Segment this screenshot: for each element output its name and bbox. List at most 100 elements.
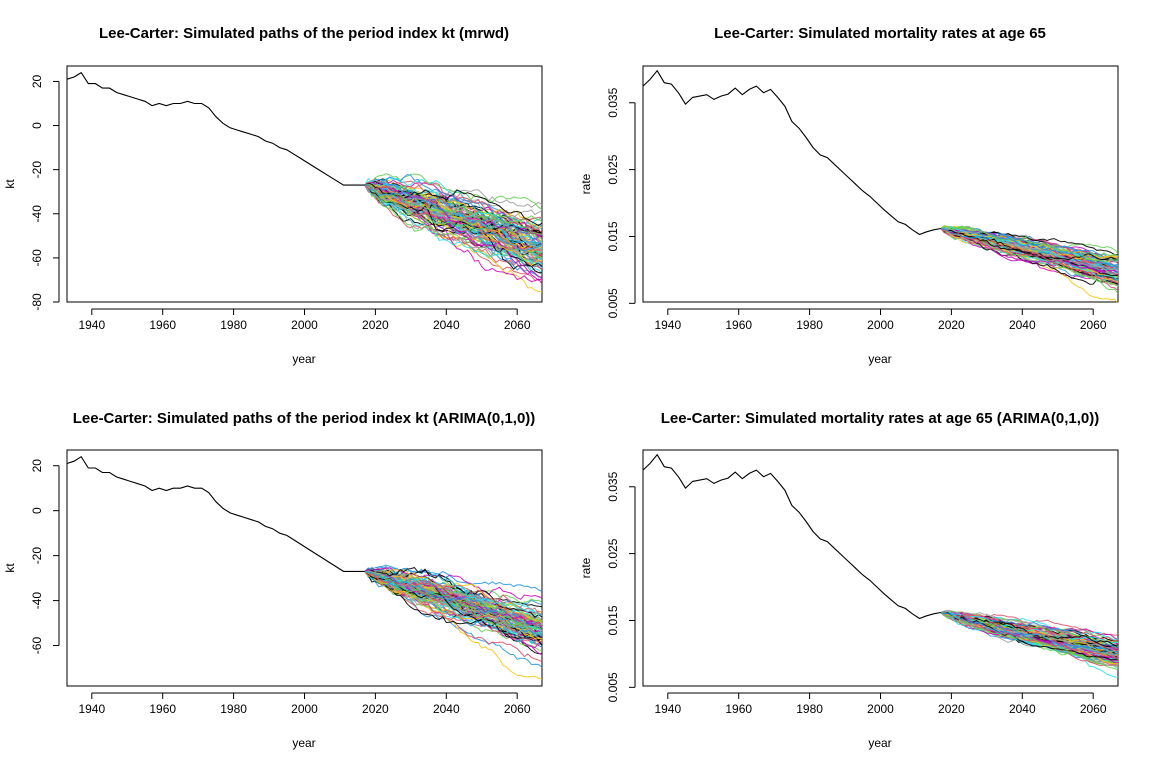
simulated-path: [940, 228, 1119, 260]
simulated-path: [364, 570, 543, 636]
panel-1-y-axis: -80 -60 -40 -20 0 20: [30, 74, 60, 311]
x-tick-label: 1960: [725, 318, 752, 332]
panel-2-title: Lee-Carter: Simulated mortality rates at…: [714, 25, 1046, 42]
y-tick-label: 0.035: [606, 471, 620, 501]
simulated-path: [364, 183, 543, 236]
panel-2-x-axis: 1940 1960 1980 2000 2020 2040 2060: [654, 308, 1107, 332]
y-tick-label: 0.025: [606, 154, 620, 184]
panel-4-title: Lee-Carter: Simulated mortality rates at…: [661, 410, 1099, 427]
simulated-path: [364, 571, 543, 642]
simulated-path: [940, 228, 1119, 268]
simulated-path: [364, 177, 543, 231]
simulated-path: [940, 228, 1119, 285]
simulated-path: [364, 571, 543, 643]
simulated-path: [364, 173, 543, 210]
y-tick-label: -20: [30, 547, 44, 565]
x-tick-label: 2040: [433, 318, 460, 332]
x-tick-label: 1960: [149, 318, 176, 332]
x-tick-label: 1960: [725, 702, 752, 716]
x-tick-label: 2020: [938, 702, 965, 716]
x-tick-label: 1940: [78, 702, 105, 716]
x-tick-label: 2060: [504, 318, 531, 332]
x-tick-label: 2020: [362, 702, 389, 716]
panel-4: Lee-Carter: Simulated mortality rates at…: [579, 410, 1119, 750]
panel-3-x-axis: 1940 1960 1980 2000 2020 2040 2060: [78, 692, 531, 716]
simulated-path: [364, 564, 543, 612]
x-tick-label: 2020: [362, 318, 389, 332]
x-tick-label: 1980: [220, 702, 247, 716]
panel-1-plot-box: [66, 65, 543, 303]
panel-4-y-label: rate: [579, 557, 593, 578]
x-tick-label: 2040: [1009, 702, 1036, 716]
panel-2-historical-line: [642, 69, 941, 236]
panel-2-x-label: year: [868, 352, 891, 366]
simulated-path: [364, 184, 543, 257]
panel-1-historical-line: [66, 71, 365, 186]
panel-1-x-label: year: [292, 352, 315, 366]
panel-3-x-label: year: [292, 736, 315, 750]
panel-4-plot-box: [642, 449, 1119, 687]
simulated-path: [364, 173, 543, 247]
y-tick-label: 0.035: [606, 87, 620, 117]
x-tick-label: 2040: [1009, 318, 1036, 332]
simulated-path: [940, 609, 1119, 658]
y-tick-label: -60: [30, 249, 44, 267]
y-tick-label: -40: [30, 592, 44, 610]
simulated-path: [364, 181, 543, 253]
panel-2-y-axis: 0.005 0.015 0.025 0.035: [606, 87, 636, 318]
simulated-path: [364, 571, 543, 624]
panel-3-y-label: kt: [3, 563, 17, 573]
panel-3-y-axis: -60 -40 -20 0 20: [30, 459, 60, 655]
y-tick-label: -60: [30, 637, 44, 655]
x-tick-label: 1980: [220, 318, 247, 332]
panel-4-x-axis: 1940 1960 1980 2000 2020 2040 2060: [654, 692, 1107, 716]
simulated-path: [940, 612, 1119, 651]
simulated-path: [364, 184, 543, 252]
x-tick-label: 2040: [433, 702, 460, 716]
x-tick-label: 2060: [1080, 318, 1107, 332]
panel-3-plot-box: [66, 449, 543, 687]
y-tick-label: 0: [30, 122, 44, 129]
x-tick-label: 2060: [504, 702, 531, 716]
simulated-path: [364, 177, 543, 265]
panel-1-title: Lee-Carter: Simulated paths of the perio…: [99, 25, 509, 42]
simulated-path: [364, 184, 543, 254]
panel-3-title: Lee-Carter: Simulated paths of the perio…: [73, 410, 536, 427]
panel-3-simulated-paths: [364, 564, 543, 680]
simulated-path: [940, 611, 1119, 666]
panel-4-x-label: year: [868, 736, 891, 750]
simulated-path: [364, 184, 543, 274]
simulated-path: [364, 184, 543, 252]
x-tick-label: 1980: [796, 318, 823, 332]
y-tick-label: 20: [30, 74, 44, 88]
y-tick-label: -80: [30, 293, 44, 311]
simulated-path: [940, 228, 1119, 275]
y-tick-label: 0.015: [606, 605, 620, 635]
panel-1-y-label: kt: [3, 179, 17, 189]
simulated-path: [940, 228, 1119, 291]
x-tick-label: 1940: [654, 702, 681, 716]
y-tick-label: 0.025: [606, 538, 620, 568]
panel-4-y-axis: 0.005 0.015 0.025 0.035: [606, 471, 636, 702]
panel-1-x-axis: 1940 1960 1980 2000 2020 2040 2060: [78, 308, 531, 332]
y-tick-label: 0.005: [606, 288, 620, 318]
x-tick-label: 1940: [654, 318, 681, 332]
simulated-path: [940, 612, 1119, 665]
panel-2-plot-box: [642, 65, 1119, 303]
simulated-path: [364, 568, 543, 624]
panel-1: Lee-Carter: Simulated paths of the perio…: [3, 25, 543, 366]
x-tick-label: 2000: [867, 318, 894, 332]
panel-2: Lee-Carter: Simulated mortality rates at…: [579, 25, 1119, 366]
y-tick-label: -20: [30, 161, 44, 179]
panel-2-simulated-paths: [940, 225, 1119, 304]
x-tick-label: 2020: [938, 318, 965, 332]
panel-4-historical-line: [642, 453, 941, 620]
y-tick-label: -40: [30, 205, 44, 223]
x-tick-label: 2000: [291, 702, 318, 716]
simulated-path: [940, 612, 1119, 653]
simulated-path: [940, 228, 1119, 269]
x-tick-label: 1940: [78, 318, 105, 332]
y-tick-label: 0.005: [606, 672, 620, 702]
y-tick-label: 0: [30, 507, 44, 514]
